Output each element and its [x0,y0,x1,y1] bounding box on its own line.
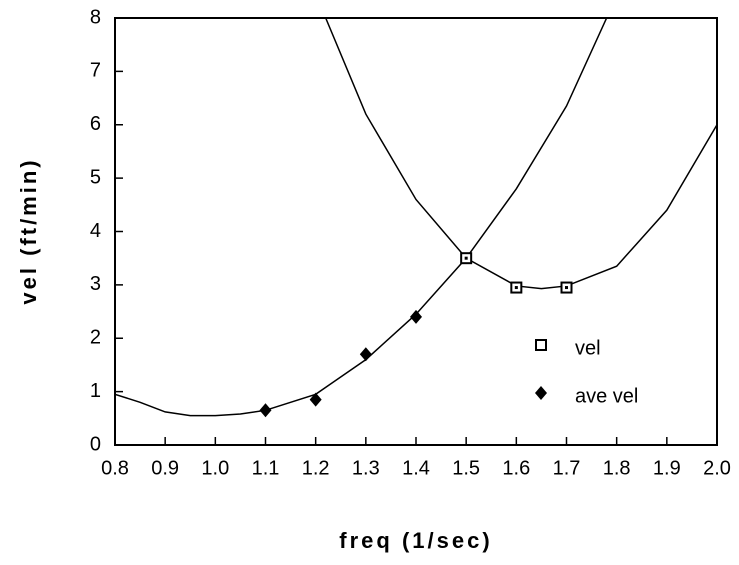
y-axis-label: vel (ft/min) [16,157,41,304]
diamond-marker [309,392,322,407]
y-tick-label: 3 [90,273,101,295]
y-tick-label: 6 [90,113,101,135]
x-tick-label: 1.7 [553,457,581,479]
y-tick-label: 7 [90,60,101,82]
plot-frame [114,17,718,446]
x-tick-label: 1.9 [653,457,681,479]
x-tick-label: 1.3 [352,457,380,479]
x-axis-label: freq (1/sec) [339,528,492,553]
y-tick-label: 4 [90,220,101,242]
diamond-marker [259,403,272,418]
curves [115,18,717,417]
x-tick-label: 0.8 [101,457,129,479]
square-marker-dot [565,286,568,290]
x-tick-label: 1.2 [302,457,330,479]
square-marker-dot [464,256,468,260]
x-tick-label: 2.0 [703,457,731,479]
x-tick-label: 1.1 [252,457,280,479]
fit-curve [325,18,717,290]
x-tick-label: 0.9 [151,457,179,479]
x-tick-label: 1.5 [452,457,480,479]
square-marker-dot [514,286,518,290]
y-tick-label: 5 [90,166,101,188]
legend-marker [535,339,547,351]
x-tick-label: 1.4 [402,457,430,479]
y-tick-label: 0 [90,433,101,455]
y-tick-label: 1 [90,380,101,402]
y-tick-label: 2 [90,327,101,349]
x-tick-label: 1.8 [603,457,631,479]
fit-curve [115,18,608,417]
x-tick-label: 1.0 [201,457,229,479]
legend-label: ave vel [575,385,638,407]
legend-label: vel [575,337,601,359]
diamond-marker [359,347,372,362]
x-tick-label: 1.6 [502,457,530,479]
legend-marker [535,386,547,400]
y-tick-label: 8 [90,6,101,28]
diamond-marker [410,309,422,324]
